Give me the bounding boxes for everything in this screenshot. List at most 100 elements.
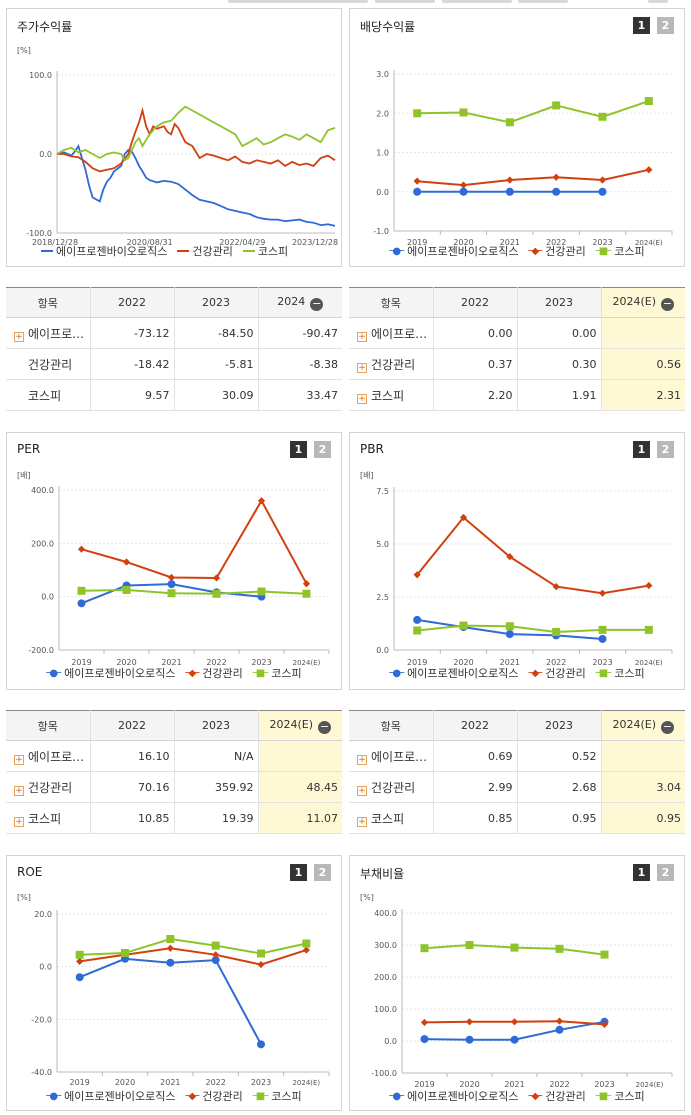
- data-point: [257, 960, 265, 969]
- expand-icon[interactable]: +: [14, 785, 24, 796]
- table-cell: 19.39: [174, 802, 259, 834]
- data-point: [167, 580, 176, 589]
- data-point: [506, 176, 514, 184]
- legend-item[interactable]: ─◆─ 건강관리: [529, 665, 586, 681]
- data-point: [211, 941, 220, 950]
- legend-item[interactable]: ─◆─ 건강관리: [186, 1088, 243, 1104]
- x-tick-label: 2022: [546, 238, 566, 247]
- legend-line-icon: [242, 250, 255, 252]
- legend-label: 코스피: [257, 245, 289, 258]
- legend-item[interactable]: ─■─ 코스피: [596, 243, 645, 259]
- series-line: [417, 168, 650, 187]
- panel-title: 부채비율: [360, 867, 405, 881]
- panel-title: PBR: [360, 442, 384, 456]
- row-name: 코스피: [28, 388, 62, 403]
- expand-icon[interactable]: +: [14, 816, 24, 827]
- data-point: [510, 1035, 519, 1044]
- legend-item[interactable]: ─●─ 에이프로젠바이오로직스: [46, 665, 175, 681]
- table-row: + 에이프로… 16.10 N/A: [6, 740, 342, 772]
- collapse-icon[interactable]: −: [661, 296, 675, 311]
- series-line: [79, 937, 307, 956]
- series-line: [56, 143, 336, 227]
- dividend-yield-chart: 3.0 2.0 1.0 0.0 -1.0 2019 2020 2021 2022 2023 2024…: [373, 70, 673, 247]
- chart-legend: ─●─ 에이프로젠바이오로직스 ─◆─ 건강관리 ─■─ 코스피: [350, 1088, 684, 1104]
- toggle-2-button[interactable]: 2: [657, 17, 674, 34]
- table-cell: 0.95: [601, 802, 685, 834]
- collapse-icon[interactable]: −: [661, 719, 675, 734]
- column-header: 2022: [433, 287, 518, 318]
- table-cell: -5.81: [174, 348, 259, 380]
- legend-item[interactable]: ─●─ 에이프로젠바이오로직스: [389, 1088, 518, 1104]
- legend-item[interactable]: ─◆─ 건강관리: [186, 665, 243, 681]
- x-tick-label: 2022/04/29: [219, 238, 265, 247]
- roe-panel: ROE 1 2 [%] 20.0 0.0 -20.0 -40.0 2019 2020 2021…: [6, 855, 342, 1111]
- per-panel: PER 1 2 [배] 400.0 200.0 0.0 -200.0 2019 2020 20…: [6, 432, 342, 690]
- x-tick-label: 2019: [69, 1078, 89, 1087]
- expand-icon[interactable]: +: [357, 816, 367, 827]
- x-tick-label: 2020: [115, 1078, 135, 1087]
- data-point: [555, 1017, 564, 1025]
- series-line: [81, 498, 308, 585]
- legend-item[interactable]: ─■─ 코스피: [253, 1088, 302, 1104]
- toggle-1-button[interactable]: 1: [633, 17, 650, 34]
- x-tick-label: 2024(E): [293, 659, 321, 667]
- legend-item[interactable]: 건강관리: [177, 243, 233, 259]
- chart-legend: 에이프로젠바이오로직스 건강관리 코스피: [41, 243, 341, 259]
- data-point: [645, 166, 653, 174]
- legend-item[interactable]: ─■─ 코스피: [253, 665, 302, 681]
- legend-item[interactable]: ─◆─ 건강관리: [529, 1088, 586, 1104]
- row-name: 에이프로…: [28, 749, 85, 764]
- legend-item[interactable]: ─●─ 에이프로젠바이오로직스: [46, 1088, 175, 1104]
- toggle-2-button[interactable]: 2: [314, 864, 331, 881]
- panel-title: 주가수익률: [17, 20, 73, 34]
- data-point: [459, 187, 468, 196]
- toggle-2-button[interactable]: 2: [657, 864, 674, 881]
- table-row: + 에이프로… 0.69 0.52: [349, 740, 685, 772]
- pbr-chart: [배]7.5 5.0 2.5 0.0 2019 2020 2021 2022 2023 2024(…: [360, 471, 673, 667]
- legend-item[interactable]: ─◆─ 건강관리: [529, 243, 586, 259]
- expand-icon[interactable]: +: [357, 331, 367, 342]
- row-name: 에이프로…: [371, 749, 428, 764]
- table-cell: 10.85: [90, 802, 175, 834]
- legend-item[interactable]: ─●─ 에이프로젠바이오로직스: [389, 243, 518, 259]
- legend-item[interactable]: 에이프로젠바이오로직스: [41, 243, 167, 259]
- collapse-icon[interactable]: −: [310, 296, 324, 311]
- expand-icon[interactable]: +: [357, 754, 367, 765]
- toggle-1-button[interactable]: 1: [633, 864, 650, 881]
- data-point: [552, 187, 561, 196]
- data-point: [552, 627, 561, 636]
- toggle-2-button[interactable]: 2: [314, 441, 331, 458]
- expand-icon[interactable]: +: [357, 785, 367, 796]
- legend-label: 건강관리: [545, 667, 586, 680]
- y-tick-label: -200.0: [28, 646, 54, 655]
- expand-icon[interactable]: +: [14, 331, 24, 342]
- x-tick-label: 2021: [500, 238, 520, 247]
- data-point: [167, 589, 176, 598]
- expand-icon[interactable]: +: [14, 754, 24, 765]
- legend-item[interactable]: 코스피: [242, 243, 289, 259]
- legend-item[interactable]: ─■─ 코스피: [596, 1088, 645, 1104]
- table-cell: -90.47: [258, 317, 342, 349]
- legend-item[interactable]: ─●─ 에이프로젠바이오로직스: [389, 665, 518, 681]
- column-header: 2022: [433, 710, 518, 741]
- toggle-1-button[interactable]: 1: [290, 441, 307, 458]
- legend-item[interactable]: ─■─ 코스피: [596, 665, 645, 681]
- column-header: 2023: [517, 710, 602, 741]
- y-tick-label: 2.0: [376, 109, 389, 118]
- table-row: + 에이프로… 0.00 0.00: [349, 317, 685, 349]
- debt-ratio-chart: [%]400.0 300.0 200.0 100.0 0.0 -100.0 2019 2020…: [360, 893, 673, 1089]
- column-header: 2023: [174, 287, 259, 318]
- table-cell: -8.38: [258, 348, 342, 380]
- data-point: [555, 944, 564, 953]
- legend-marker-icon: ─●─: [46, 1090, 61, 1102]
- table-cell: 0.37: [433, 348, 518, 380]
- legend-marker-icon: ─■─: [252, 667, 268, 679]
- collapse-icon[interactable]: −: [318, 719, 332, 734]
- expand-icon[interactable]: +: [357, 393, 367, 404]
- data-point: [413, 109, 422, 118]
- toggle-2-button[interactable]: 2: [657, 441, 674, 458]
- series-line: [417, 100, 650, 124]
- toggle-1-button[interactable]: 1: [633, 441, 650, 458]
- toggle-1-button[interactable]: 1: [290, 864, 307, 881]
- expand-icon[interactable]: +: [357, 362, 367, 373]
